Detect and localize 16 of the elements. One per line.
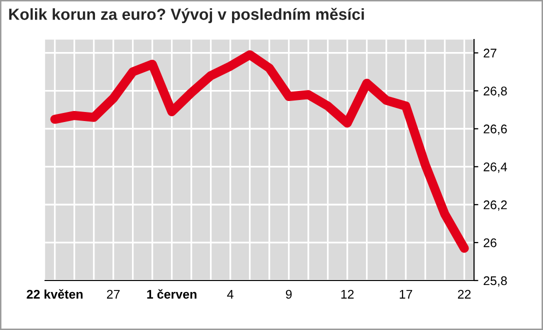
chart-title: Kolik korun za euro? Vývoj v posledním měsíci <box>9 8 364 24</box>
y-tick-label: 26,2 <box>484 200 507 211</box>
y-tick-label: 27 <box>484 48 496 58</box>
x-tick-label: 17 <box>400 290 412 299</box>
y-tick-label: 26,4 <box>484 162 508 173</box>
x-tick-label: 22 <box>458 290 471 299</box>
x-tick-label: 1 červen <box>147 289 196 299</box>
x-tick-label: 27 <box>106 290 120 299</box>
y-tick-label: 26 <box>484 238 496 248</box>
x-tick-label: 22 květen <box>26 289 83 299</box>
y-tick-label: 25,8 <box>484 276 507 287</box>
x-tick-label: 4 <box>227 290 234 299</box>
y-tick-label: 26,6 <box>484 124 507 135</box>
x-tick-label: 9 <box>286 290 292 299</box>
y-tick-label: 26,8 <box>484 86 507 97</box>
x-tick-label: 12 <box>341 290 354 299</box>
